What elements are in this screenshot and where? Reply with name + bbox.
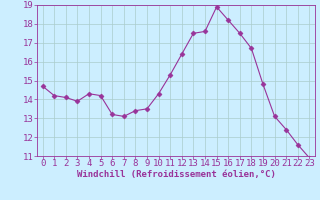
X-axis label: Windchill (Refroidissement éolien,°C): Windchill (Refroidissement éolien,°C) — [76, 170, 276, 179]
